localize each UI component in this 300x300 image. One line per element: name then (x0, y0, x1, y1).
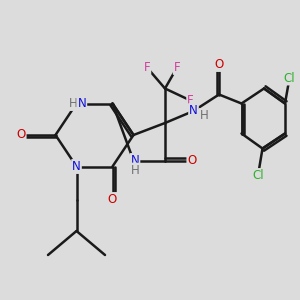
Text: N: N (77, 97, 86, 110)
Text: N: N (189, 104, 198, 117)
Text: Cl: Cl (252, 169, 264, 182)
Text: F: F (187, 94, 194, 107)
Text: N: N (130, 154, 140, 167)
Text: O: O (188, 154, 196, 167)
Text: F: F (144, 61, 150, 74)
Text: H: H (130, 164, 140, 177)
Text: Cl: Cl (284, 71, 295, 85)
Text: H: H (68, 97, 77, 110)
Text: N: N (72, 160, 81, 173)
Text: H: H (200, 109, 208, 122)
Text: O: O (16, 128, 26, 142)
Text: F: F (174, 61, 180, 74)
Text: O: O (108, 193, 117, 206)
Text: O: O (214, 58, 224, 71)
